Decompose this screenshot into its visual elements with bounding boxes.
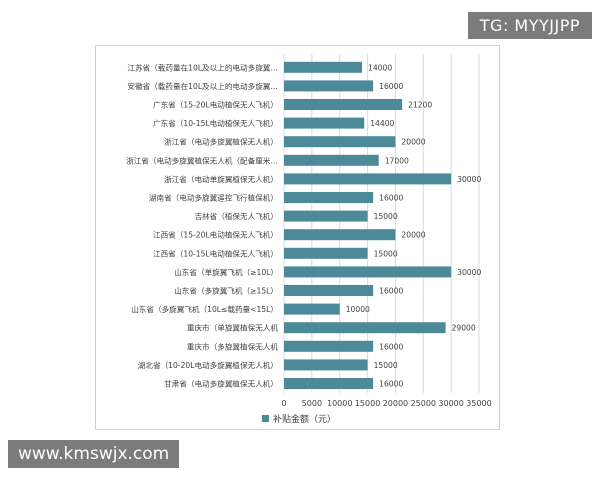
category-label: 江西省（10-15L电动植保无人飞机） (153, 248, 278, 258)
bar (284, 359, 368, 371)
category-label: 安徽省（载药量在10L及以上的电动多旋翼… (127, 81, 278, 91)
category-label: 浙江省（电动单旋翼植保无人机） (164, 174, 278, 184)
category-label: 浙江省（电动多旋翼植保无人机（配备厘米… (126, 155, 278, 165)
x-tick-label: 10000 (327, 399, 352, 408)
bar (284, 340, 374, 352)
bar-chart: 0 5000 10000 15000 20000 25000 30000 35000江苏省（载… (126, 54, 492, 408)
data-label: 15000 (374, 361, 398, 370)
x-tick-label: 25000 (411, 399, 436, 408)
x-tick-label: 35000 (466, 399, 491, 408)
category-label: 甘肃省（电动多旋翼植保无人机） (164, 379, 278, 389)
chart-legend: 补贴金额（元） (262, 412, 336, 425)
data-label: 20000 (401, 138, 425, 147)
bar (284, 322, 446, 334)
bar (284, 117, 365, 129)
bar (284, 80, 374, 92)
data-label: 30000 (457, 175, 481, 184)
bar (284, 285, 374, 296)
bar (284, 247, 368, 259)
chart-frame: 0 5000 10000 15000 20000 25000 30000 35000 江苏省（载… (95, 45, 500, 430)
category-label: 重庆市（单旋翼植保无人机 (187, 323, 279, 333)
data-label: 16000 (379, 380, 403, 389)
bar (284, 192, 374, 203)
legend-swatch (262, 415, 269, 422)
data-label: 16000 (379, 342, 403, 351)
bar (284, 173, 452, 185)
category-label: 吉林省（植保无人飞机） (194, 211, 278, 221)
bar (284, 266, 452, 278)
x-tick-label: 0 (281, 399, 286, 408)
bar (284, 229, 396, 241)
bar (284, 378, 374, 389)
bar (284, 154, 379, 166)
data-label: 20000 (401, 231, 425, 240)
data-label: 15000 (374, 212, 398, 221)
category-label: 湖北省（10-20L电动多旋翼植保无人机） (138, 360, 278, 370)
data-label: 10000 (346, 305, 370, 314)
legend-label: 补贴金额（元） (273, 415, 337, 425)
data-label: 16000 (379, 82, 403, 91)
data-label: 17000 (385, 156, 409, 165)
category-label: 广东省（15-20L电动植保无人飞机） (153, 100, 278, 110)
category-label: 江苏省（载药量在10L及以上的电动多旋翼… (127, 62, 278, 72)
watermark-bottom: www.kmswjx.com (8, 440, 180, 468)
data-label: 14400 (370, 119, 394, 128)
data-label: 30000 (457, 268, 481, 277)
data-label: 15000 (374, 249, 398, 258)
bar (284, 303, 340, 315)
category-label: 广东省（10-15L电动植保无人飞机） (153, 118, 278, 128)
data-label: 14000 (368, 63, 392, 72)
category-label: 江西省（15-20L电动植保无人飞机） (153, 230, 278, 240)
watermark-top: TG: MYYJJPP (467, 12, 592, 39)
x-tick-label: 5000 (302, 399, 322, 408)
data-label: 29000 (452, 324, 476, 333)
x-tick-label: 15000 (355, 399, 380, 408)
category-label: 山东省（多旋翼飞机（≥15L） (174, 286, 278, 296)
bar (284, 136, 396, 148)
bar (284, 210, 368, 222)
category-label: 湖南省（电动多旋翼遥控飞行植保机） (149, 193, 278, 203)
category-label: 山东省（多旋翼飞机（10L≤载药量<15L） (131, 304, 278, 314)
data-label: 21200 (408, 101, 432, 110)
data-label: 16000 (379, 287, 403, 296)
category-label: 山东省（单旋翼飞机（≥10L） (174, 267, 278, 277)
bar (284, 99, 403, 110)
category-label: 浙江省（电动多旋翼植保无人机） (164, 137, 278, 147)
x-tick-label: 30000 (438, 399, 463, 408)
bar (284, 61, 362, 73)
data-label: 16000 (379, 194, 403, 203)
category-label: 重庆市（多旋翼植保无人机 (187, 341, 279, 351)
x-tick-label: 20000 (383, 399, 408, 408)
